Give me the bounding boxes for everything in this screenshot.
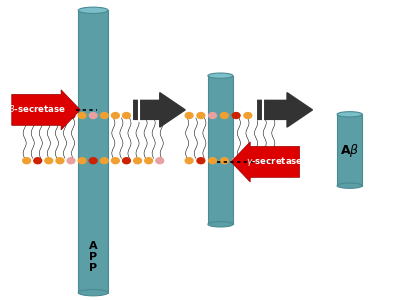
Circle shape <box>78 158 86 164</box>
Circle shape <box>100 158 108 164</box>
Text: $\beta$-secretase: $\beta$-secretase <box>8 103 65 116</box>
Circle shape <box>112 158 119 164</box>
Circle shape <box>112 112 119 118</box>
Circle shape <box>89 158 97 164</box>
Circle shape <box>34 112 42 118</box>
Circle shape <box>145 112 152 118</box>
Circle shape <box>232 158 240 164</box>
Circle shape <box>185 158 193 164</box>
Text: A
P
P: A P P <box>89 241 98 273</box>
Circle shape <box>220 158 228 164</box>
Circle shape <box>122 112 130 118</box>
Circle shape <box>78 112 86 118</box>
Circle shape <box>145 158 152 164</box>
Ellipse shape <box>208 73 233 78</box>
Circle shape <box>67 112 75 118</box>
Circle shape <box>256 158 264 164</box>
Circle shape <box>23 112 30 118</box>
Text: $\gamma$-secretase: $\gamma$-secretase <box>246 155 304 168</box>
Circle shape <box>134 158 142 164</box>
FancyArrow shape <box>12 90 80 130</box>
Ellipse shape <box>208 222 233 227</box>
Circle shape <box>268 112 275 118</box>
Circle shape <box>209 112 216 118</box>
Ellipse shape <box>337 112 362 117</box>
Circle shape <box>268 158 275 164</box>
Ellipse shape <box>78 290 108 296</box>
Circle shape <box>256 112 264 118</box>
FancyArrow shape <box>132 93 185 127</box>
Circle shape <box>185 112 193 118</box>
Circle shape <box>244 158 252 164</box>
Bar <box>78 10 108 293</box>
Circle shape <box>209 158 216 164</box>
Circle shape <box>56 112 64 118</box>
FancyArrow shape <box>231 142 300 182</box>
Ellipse shape <box>337 183 362 188</box>
Circle shape <box>34 158 42 164</box>
Circle shape <box>156 112 164 118</box>
Circle shape <box>122 158 130 164</box>
Circle shape <box>45 158 53 164</box>
FancyArrow shape <box>256 93 312 127</box>
Circle shape <box>197 158 205 164</box>
Ellipse shape <box>78 7 108 14</box>
Circle shape <box>244 112 252 118</box>
Circle shape <box>100 112 108 118</box>
Circle shape <box>67 158 75 164</box>
Circle shape <box>134 112 142 118</box>
Circle shape <box>220 112 228 118</box>
Circle shape <box>156 158 164 164</box>
Text: A$\beta$: A$\beta$ <box>340 142 359 158</box>
Circle shape <box>56 158 64 164</box>
Circle shape <box>197 112 205 118</box>
Circle shape <box>232 112 240 118</box>
Circle shape <box>89 112 97 118</box>
Bar <box>337 114 362 186</box>
Circle shape <box>23 158 30 164</box>
Bar <box>208 76 233 224</box>
Circle shape <box>45 112 53 118</box>
